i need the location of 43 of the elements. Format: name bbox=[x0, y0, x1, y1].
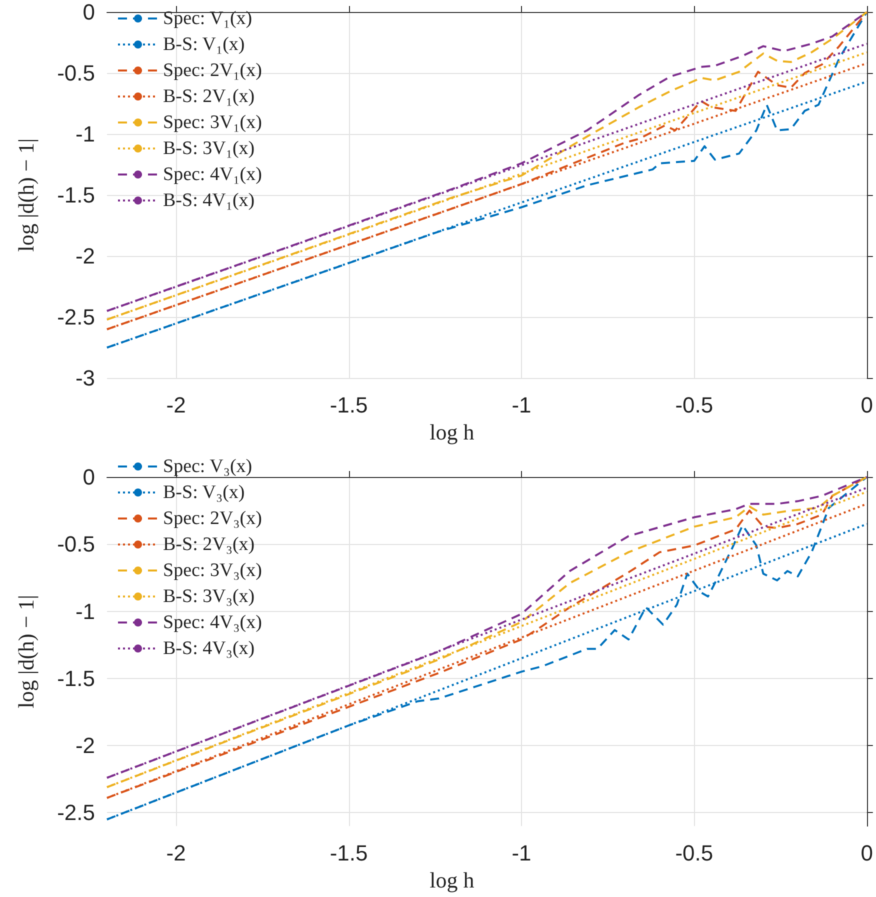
x-tick-label: -2 bbox=[166, 840, 186, 866]
legend-label: Spec: V₁(x) bbox=[163, 8, 252, 29]
x-tick-label: -1.5 bbox=[330, 840, 368, 866]
x-axis-title: log h bbox=[430, 420, 474, 444]
y-tick-label: -2 bbox=[75, 244, 95, 269]
legend-label: Spec: V₃(x) bbox=[163, 456, 252, 477]
x-tick-label: -0.5 bbox=[675, 840, 714, 866]
legend-label: Spec: 3V₁(x) bbox=[163, 112, 262, 133]
legend-label: B-S: 3V₁(x) bbox=[163, 138, 255, 159]
x-tick-label: -0.5 bbox=[675, 392, 714, 418]
y-tick-label: -1.5 bbox=[57, 182, 95, 208]
x-tick-label: 0 bbox=[860, 840, 874, 866]
y-tick-label: -0.5 bbox=[57, 60, 95, 86]
legend-label: B-S: 4V₁(x) bbox=[163, 190, 255, 211]
y-tick-label: -0.5 bbox=[57, 532, 95, 557]
x-axis-title: log h bbox=[430, 868, 474, 892]
x-tick-label: -1 bbox=[512, 392, 532, 418]
y-tick-label: -2.5 bbox=[57, 800, 95, 826]
y-tick-label: -1 bbox=[75, 598, 95, 624]
legend-label: Spec: 3V₃(x) bbox=[163, 560, 262, 581]
y-tick-label: -2.5 bbox=[57, 304, 95, 330]
y-tick-label: -1 bbox=[75, 122, 95, 147]
y-tick-label: -1.5 bbox=[57, 666, 95, 691]
y-tick-label: 0 bbox=[82, 0, 95, 24]
legend-label: B-S: 3V₃(x) bbox=[163, 586, 255, 607]
legend-label: Spec: 4V₁(x) bbox=[163, 164, 262, 185]
x-tick-label: -1.5 bbox=[330, 392, 368, 418]
legend-label: B-S: 2V₁(x) bbox=[163, 86, 255, 107]
legend-label: B-S: V₃(x) bbox=[163, 482, 245, 503]
y-tick-label: 0 bbox=[82, 464, 95, 490]
legend-label: Spec: 2V₁(x) bbox=[163, 60, 262, 81]
legend-label: Spec: 4V₃(x) bbox=[163, 612, 262, 633]
legend-label: B-S: 2V₃(x) bbox=[163, 534, 255, 555]
y-axis-title: log |d(h) − 1| bbox=[14, 594, 38, 708]
x-tick-label: -2 bbox=[166, 392, 186, 418]
legend-label: Spec: 2V₃(x) bbox=[163, 508, 262, 529]
y-axis-title: log |d(h) − 1| bbox=[14, 138, 38, 252]
y-tick-label: -3 bbox=[75, 366, 95, 391]
legend-label: B-S: V₁(x) bbox=[163, 34, 245, 55]
x-tick-label: 0 bbox=[860, 392, 874, 418]
legend-label: B-S: 4V₃(x) bbox=[163, 638, 255, 659]
x-tick-label: -1 bbox=[512, 840, 532, 866]
y-tick-label: -2 bbox=[75, 733, 95, 758]
